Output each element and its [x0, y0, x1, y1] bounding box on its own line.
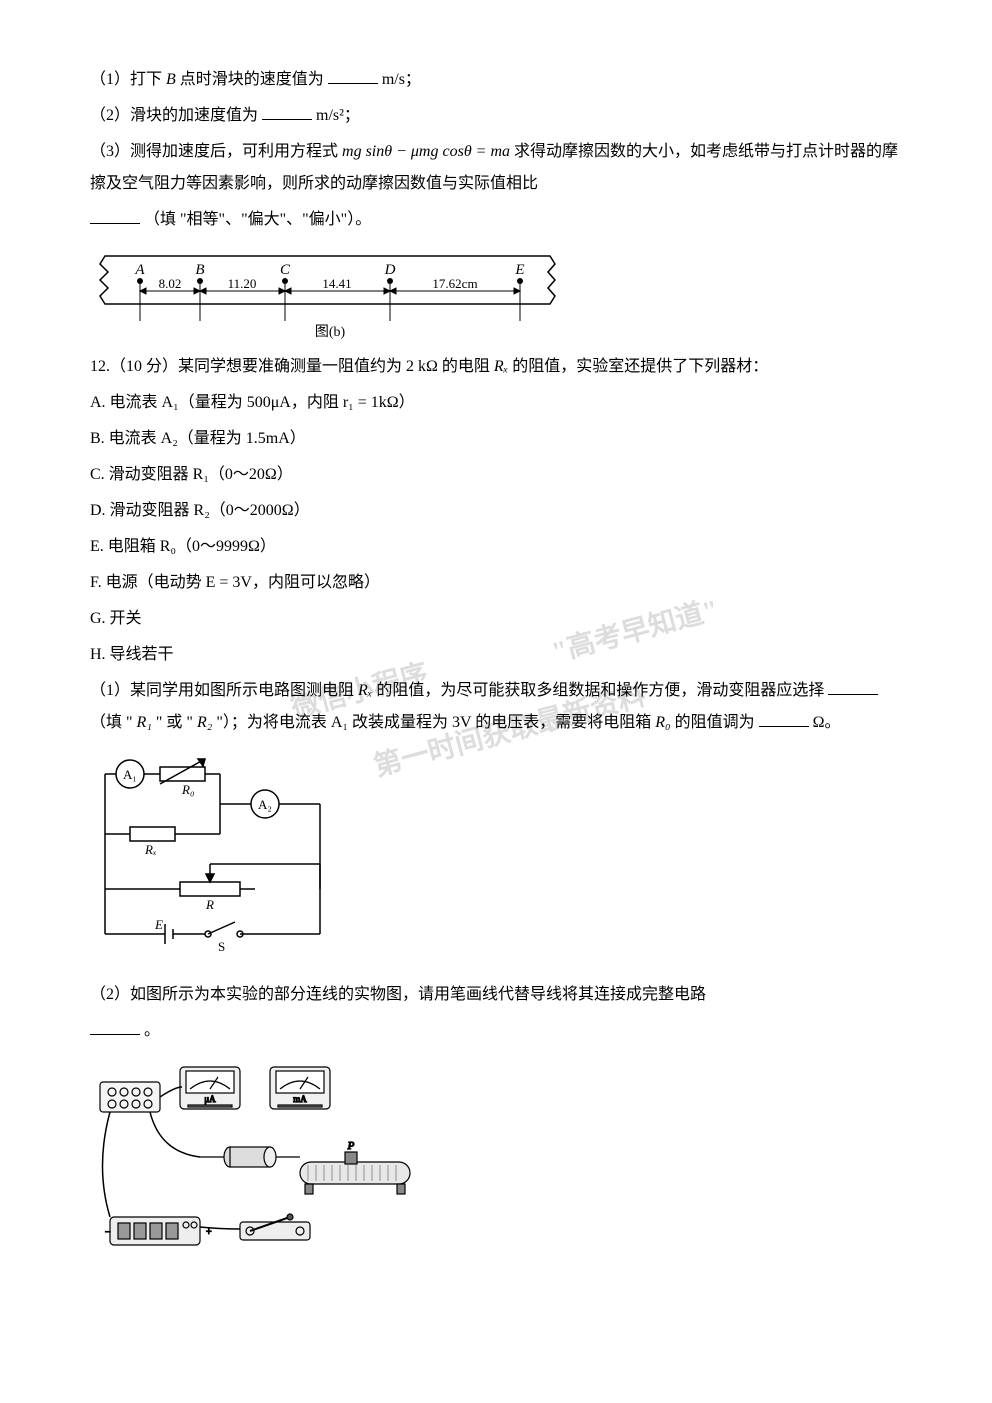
sub2-text: （2）如图所示为本实验的部分连线的实物图，请用笔画线代替导线将其连接成完整电路: [90, 986, 706, 1003]
rx-symbol: Rₓ: [494, 358, 508, 375]
circuit-a1: A₁: [123, 767, 137, 782]
svg-text:μA: μA: [204, 1094, 216, 1104]
q1-line2: （2）滑块的加速度值为 m/s²；: [90, 100, 902, 132]
q1-line1: （1）打下 B 点时滑块的速度值为 m/s；: [90, 64, 902, 96]
q1-l2-prefix: （2）滑块的加速度值为: [90, 107, 258, 124]
circuit-a2: A₂: [258, 797, 272, 812]
q12-header-suffix: 的阻值，实验室还提供了下列器材：: [512, 358, 768, 375]
tape-diagram: A B C D E 8.02 11.20 14.41 17.62cm 图(b): [90, 246, 570, 341]
unit-ms: m/s；: [382, 71, 421, 88]
item-a: A. 电流表 A₁（量程为 500μA，内阻 r₁ = 1kΩ）: [90, 387, 902, 419]
blank-accel[interactable]: [262, 103, 312, 120]
item-e: E. 电阻箱 R₀（0～9999Ω）: [90, 531, 902, 563]
apparatus-diagram: μA mA P: [90, 1057, 430, 1277]
tape-label-c: C: [280, 262, 291, 278]
blank-rheostat[interactable]: [828, 678, 878, 695]
blank-circuit[interactable]: [90, 1018, 140, 1035]
svg-text:mA: mA: [293, 1094, 307, 1104]
unit-ms2: m/s²；: [316, 107, 360, 124]
tape-caption: 图(b): [315, 325, 346, 340]
tape-label-d: D: [384, 262, 396, 278]
tape-val-3: 14.41: [322, 276, 351, 291]
circuit-r: R: [205, 897, 214, 912]
blank-resistance[interactable]: [759, 710, 809, 727]
svg-text:−: −: [105, 1227, 111, 1238]
svg-text:P: P: [347, 1140, 355, 1152]
sub1-prefix: （1）某同学用如图所示电路图测电阻: [90, 682, 354, 699]
sub1-mid3: " 或 ": [156, 714, 193, 731]
circuit-diagram: A₁ A₂ R₀ Rₓ R E S: [90, 749, 350, 969]
r1-sym: R₁: [137, 714, 152, 731]
q1-mid: 点时滑块的速度值为: [180, 71, 324, 88]
r2-sym: R₂: [197, 714, 212, 731]
blank-comparison[interactable]: [90, 207, 140, 224]
circuit-r0: R₀: [181, 782, 194, 797]
tape-val-2: 11.20: [228, 276, 257, 291]
tape-label-a: A: [134, 262, 145, 278]
sub1-suffix: 的阻值调为: [675, 714, 755, 731]
circuit-rx: Rₓ: [144, 842, 157, 857]
item-d: D. 滑动变阻器 R₂（0～2000Ω）: [90, 495, 902, 527]
q12-sub2-end: 。: [90, 1015, 902, 1047]
circuit-e: E: [154, 917, 163, 932]
q1-prefix: （1）打下: [90, 71, 162, 88]
sub1-mid1: 的阻值，为尽可能获取多组数据和操作方便，滑动变阻器应选择: [376, 682, 824, 699]
tape-label-b: B: [195, 262, 204, 278]
q12-header-prefix: 12.（10 分）某同学想要准确测量一阻值约为 2 kΩ 的电阻: [90, 358, 494, 375]
blank-velocity[interactable]: [328, 67, 378, 84]
rx-sym2: Rₓ: [358, 682, 372, 699]
item-c: C. 滑动变阻器 R₁（0～20Ω）: [90, 459, 902, 491]
tape-label-e: E: [514, 262, 524, 278]
q1-line4: （填 "相等"、"偏大"、"偏小"）。: [90, 204, 902, 236]
circuit-s: S: [218, 939, 225, 954]
point-b: B: [166, 71, 176, 88]
item-b: B. 电流表 A₂（量程为 1.5mA）: [90, 423, 902, 455]
item-h: H. 导线若干: [90, 639, 902, 671]
r0-sym: R₀: [655, 714, 670, 731]
q12-sub2: （2）如图所示为本实验的部分连线的实物图，请用笔画线代替导线将其连接成完整电路: [90, 979, 902, 1011]
sub2-end: 。: [144, 1022, 160, 1039]
equation: mg sinθ − μmg cosθ = ma: [342, 143, 510, 160]
q1-l3-prefix: （3）测得加速度后，可利用方程式: [90, 143, 338, 160]
q12-sub1: （1）某同学用如图所示电路图测电阻 Rₓ 的阻值，为尽可能获取多组数据和操作方便…: [90, 675, 902, 739]
sub1-unit: Ω。: [813, 714, 841, 731]
item-f: F. 电源（电动势 E = 3V，内阻可以忽略）: [90, 567, 902, 599]
sub1-mid4: "）；为将电流表 A₁ 改装成量程为 3V 的电压表，需要将电阻箱: [216, 714, 651, 731]
q1-l4-suffix: （填 "相等"、"偏大"、"偏小"）。: [144, 211, 371, 228]
sub1-mid2: （填 ": [90, 714, 133, 731]
q1-line3: （3）测得加速度后，可利用方程式 mg sinθ − μmg cosθ = ma…: [90, 136, 902, 200]
item-g: G. 开关: [90, 603, 902, 635]
tape-val-4: 17.62cm: [432, 276, 477, 291]
q12-header: 12.（10 分）某同学想要准确测量一阻值约为 2 kΩ 的电阻 Rₓ 的阻值，…: [90, 351, 902, 383]
tape-val-1: 8.02: [159, 276, 182, 291]
